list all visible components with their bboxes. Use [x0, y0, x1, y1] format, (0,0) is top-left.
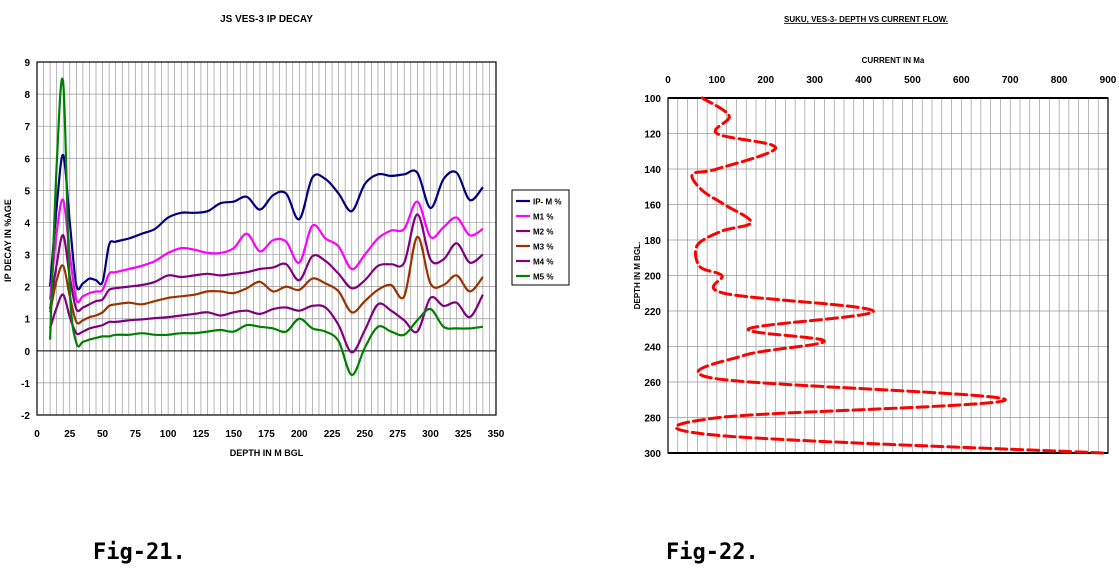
chart1-x-tick-label: 0	[34, 429, 40, 440]
fig-21-caption: Fig-21.	[93, 540, 186, 565]
chart2-y-tick-label: 220	[644, 307, 661, 318]
chart2-x-tick-label: 200	[757, 75, 774, 86]
chart2-y-tick-label: 100	[644, 94, 661, 105]
fig-22-caption: Fig-22.	[666, 540, 759, 565]
chart1-series-line-5	[49, 293, 484, 354]
chart1-x-tick-label: 275	[389, 429, 406, 440]
chart1-y-tick-label: 1	[24, 315, 30, 326]
chart2-y-tick-label: 280	[644, 414, 661, 425]
chart1-y-tick-label: 4	[24, 218, 30, 229]
chart1-series-line-6	[49, 77, 484, 376]
chart1-y-axis-label: IP DECAY IN %AGE	[3, 199, 13, 282]
chart1-y-tick-label: 6	[24, 154, 30, 165]
chart2-x-tick-label: 100	[709, 75, 726, 86]
chart2-x-axis-label: CURRENT IN Ma	[862, 56, 925, 65]
chart1-x-tick-label: 125	[193, 429, 210, 440]
chart1-x-tick-label: 225	[324, 429, 341, 440]
chart1-legend-label: M2 %	[533, 228, 553, 237]
chart1-series-line-4	[49, 235, 484, 325]
chart2-x-tick-label: 700	[1002, 75, 1019, 86]
chart1-x-tick-label: 350	[488, 429, 505, 440]
chart2-x-tick-label: 500	[904, 75, 921, 86]
chart1-x-tick-label: 250	[357, 429, 374, 440]
chart2-y-tick-label: 240	[644, 343, 661, 354]
chart2-x-tick-label: 800	[1051, 75, 1068, 86]
chart1-x-tick-label: 100	[160, 429, 177, 440]
chart1-y-tick-label: 7	[24, 122, 30, 133]
chart2-y-tick-label: 160	[644, 201, 661, 212]
chart2-x-tick-label: 400	[855, 75, 872, 86]
chart2-y-tick-label: 140	[644, 165, 661, 176]
chart1-series-line-3	[49, 213, 484, 313]
chart1-x-tick-label: 75	[130, 429, 142, 440]
chart2-title: SUKU, VES-3- DEPTH VS CURRENT FLOW.	[784, 15, 948, 24]
chart1-y-tick-label: 9	[24, 58, 30, 69]
chart1-plot-border	[36, 61, 497, 416]
chart1-series-line-1	[49, 153, 484, 291]
chart1-y-tick-label: -2	[21, 411, 30, 422]
chart1-y-tick-label: 2	[24, 283, 30, 294]
chart1-y-tick-label: 8	[24, 90, 30, 101]
chart1-legend-label: IP- M %	[533, 198, 561, 207]
chart1-legend-label: M3 %	[533, 243, 553, 252]
chart1-y-tick-label: 3	[24, 251, 30, 262]
chart1-legend-label: M4 %	[533, 258, 553, 267]
chart1-legend-label: M5 %	[533, 273, 553, 282]
chart2-y-tick-label: 120	[644, 130, 661, 141]
chart2-x-tick-label: 900	[1100, 75, 1117, 86]
chart2-y-tick-label: 260	[644, 378, 661, 389]
chart1-x-tick-label: 300	[422, 429, 439, 440]
chart1-x-tick-label: 50	[97, 429, 109, 440]
chart1-x-tick-label: 175	[258, 429, 275, 440]
chart1-series-line-2	[49, 198, 484, 304]
chart2-x-tick-label: 0	[665, 75, 671, 86]
chart2-y-tick-label: 200	[644, 272, 661, 283]
chart1-x-tick-label: 325	[455, 429, 472, 440]
chart2-y-axis-label: DEPTH IN M BGL.	[633, 242, 642, 310]
chart2-y-tick-label: 180	[644, 236, 661, 247]
chart2-y-tick-label: 300	[644, 449, 661, 460]
chart1-x-tick-label: 200	[291, 429, 308, 440]
chart1-y-tick-label: 0	[24, 347, 30, 358]
chart2-x-tick-label: 600	[953, 75, 970, 86]
chart2-x-tick-label: 300	[806, 75, 823, 86]
chart1-y-tick-label: -1	[21, 379, 30, 390]
chart1-x-axis-label: DEPTH IN M BGL	[230, 448, 304, 458]
chart1-title: JS VES-3 IP DECAY	[220, 14, 313, 25]
chart1-legend-label: M1 %	[533, 213, 553, 222]
chart2-series-line-1	[674, 96, 1105, 455]
chart1-legend-box	[511, 189, 570, 286]
chart1-x-tick-label: 150	[225, 429, 242, 440]
chart1-y-tick-label: 5	[24, 186, 30, 197]
chart1-x-tick-label: 25	[64, 429, 76, 440]
